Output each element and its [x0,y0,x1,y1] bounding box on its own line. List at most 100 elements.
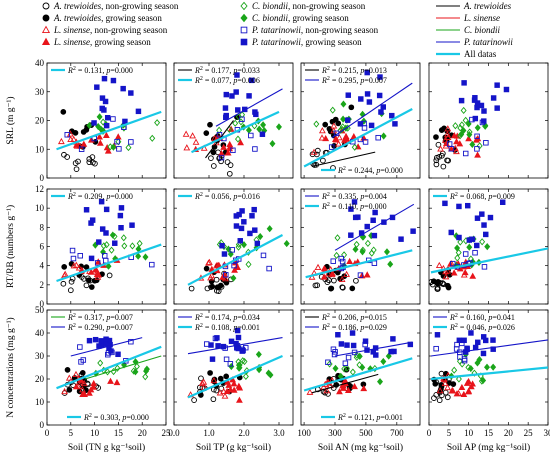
data-point [457,354,463,360]
stat-annotation: R2 = 0.160, p=0.041 [433,313,515,322]
data-point [333,251,340,260]
data-point [247,230,253,237]
panel-r1-c3: R2 = 0.068, p=0.009 [428,188,549,305]
data-point [342,360,349,367]
fit-lines [56,337,162,390]
data-point [323,387,331,394]
data-point [112,240,118,246]
data-point [220,387,228,395]
data-point [479,238,486,246]
data-point [227,162,234,168]
data-point [474,146,480,152]
x-tick-label: 0.0 [168,428,180,438]
data-point [484,363,490,371]
data-point [452,122,459,130]
legend-entry-5: C. biondii, growing season [240,13,349,23]
data-point [267,371,274,379]
stat-annotation: R2 = 0.295, p=0.007 [305,76,387,85]
data-point [377,378,383,386]
data-point [310,148,318,155]
fit-line [311,373,379,394]
data-point [484,243,491,251]
x-tick-label: 500 [359,428,373,438]
data-point [480,376,487,385]
data-point [227,361,234,367]
stat-text: R2 = 0.215, p=0.013 [321,66,387,75]
data-point [339,284,346,291]
data-point [239,111,246,119]
data-point [230,380,238,387]
data-point [437,145,444,152]
data-point [444,394,451,401]
data-point [328,285,335,292]
legend-label: C. biondii [464,25,501,35]
data-point [223,356,230,363]
data-point [325,359,331,365]
data-point [329,270,336,277]
stat-text: R2 = 0.206, p=0.015 [321,313,387,322]
stat-text: R2 = 0.290, p=0.007 [67,323,133,332]
data-point [465,120,472,128]
fit-lines [56,110,162,151]
x-tick-label: 0 [427,428,432,438]
data-point [223,272,229,278]
data-point [487,214,494,221]
data-point [80,357,87,363]
data-point [476,142,483,150]
data-point [450,269,458,276]
data-point [118,205,125,211]
y-tick-label: 30 [35,351,45,361]
data-point [335,134,343,141]
data-point [98,198,105,205]
stat-text: R2 = 0.186, p=0.029 [321,323,387,332]
x-tick-label: 2.0 [238,428,250,438]
data-point [104,147,112,154]
stat-annotation: R2 = 0.244, p=0.000 [321,166,403,175]
x-tick-label: 15 [484,428,494,438]
data-point [456,234,462,241]
data-point [352,245,359,253]
data-point [483,140,489,146]
data-point [481,118,487,124]
data-point [198,375,204,382]
data-point [128,90,134,96]
legend-entry-6: P. tatarinowii, non-growing season [240,25,379,35]
data-point [256,125,263,133]
data-point [77,253,83,259]
data-point [224,159,231,165]
data-point [472,115,479,122]
data-point [462,150,469,157]
data-point [66,387,73,393]
data-point [360,384,368,392]
data-point [461,269,469,276]
legend-label: P. tatarinowii [463,37,513,47]
stat-annotation: R2 = 0.177, p=0.033 [178,66,260,75]
data-point [441,379,449,387]
data-point [102,98,109,105]
data-point [353,277,359,284]
data-point [475,339,481,346]
data-point [214,335,220,341]
legend-label: All datas [464,49,497,59]
stat-annotation: R2 = 0.209, p=0.000 [51,192,133,201]
data-point [453,390,461,397]
x-tick-label: 20 [504,428,514,438]
data-point [346,257,354,265]
data-point [104,115,111,121]
data-point [209,356,216,362]
data-point [345,92,351,98]
data-point [314,263,322,270]
stat-annotation: R2 = 0.108, p=0.001 [178,323,260,332]
y-axis-label: RT/RB (numbers g⁻¹) [5,205,16,288]
scatter-points [429,199,506,292]
data-point [455,249,462,257]
y-tick-label: 12 [35,184,44,194]
data-point [377,74,383,80]
stat-annotation: R2 = 0.174, p=0.034 [178,313,260,322]
data-point [460,126,467,135]
x-tick-label: 25 [524,428,534,438]
data-point [348,104,355,111]
data-point [69,247,76,254]
stat-text: R2 = 0.317, p=0.007 [67,313,133,322]
